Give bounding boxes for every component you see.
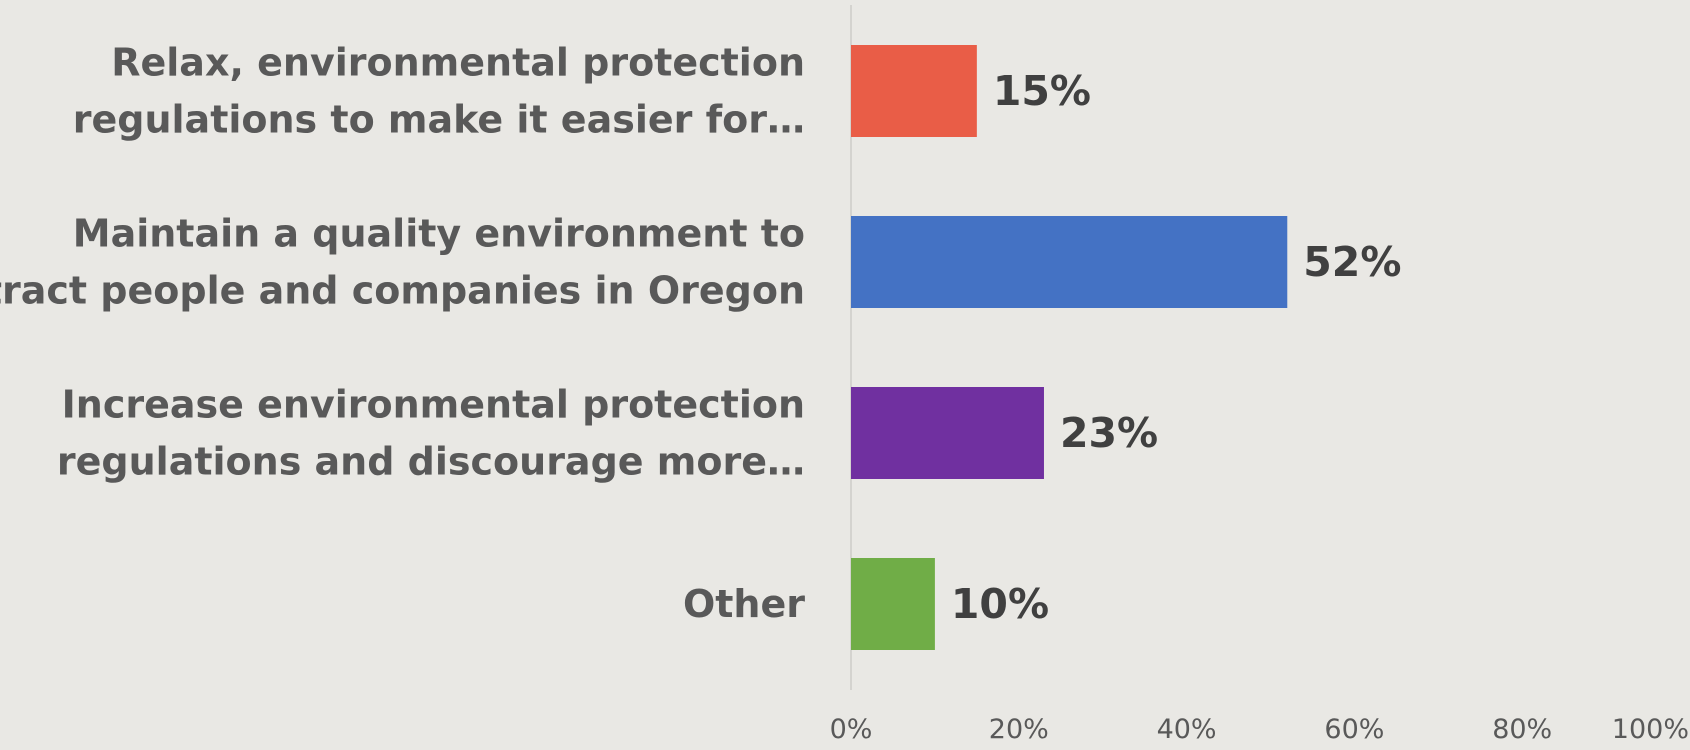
x-tick-label: 100% [1612,714,1689,745]
x-tick-label: 0% [830,714,873,745]
x-tick-label: 80% [1492,714,1552,745]
bar [851,45,977,137]
category-label: regulations to make it easier for… [73,98,805,142]
bar [851,387,1044,479]
x-tick-label: 20% [989,714,1049,745]
data-label: 10% [951,580,1049,628]
x-tick-label: 40% [1157,714,1217,745]
ticks-layer: 0% 20% 40% 60% 80% 100% [830,714,1689,745]
category-label: regulations and discourage more… [57,440,805,484]
x-tick-label: 60% [1324,714,1384,745]
category-label: Other [683,582,805,626]
category-label: Increase environmental protection [62,383,805,427]
bar [851,558,935,650]
category-label: Maintain a quality environment to [73,212,805,256]
category-label: Relax, environmental protection [111,41,805,85]
data-label: 15% [993,67,1091,115]
data-label: 23% [1060,409,1158,457]
bar [851,216,1288,308]
data-label: 52% [1303,238,1401,286]
bars-layer [851,45,1288,650]
category-label: attract people and companies in Oregon [0,269,805,313]
labels-layer: 15% Relax, environmental protection regula… [0,41,1401,629]
